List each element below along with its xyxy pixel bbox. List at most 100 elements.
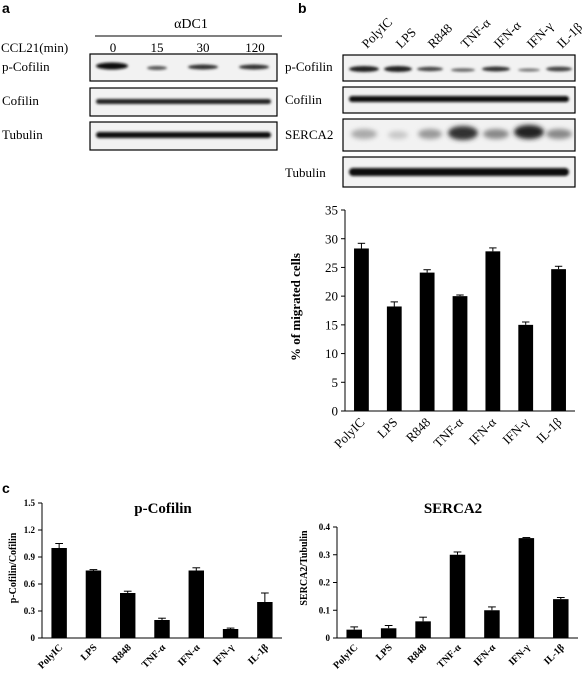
bar [415, 621, 431, 638]
bar [386, 306, 402, 411]
panel-b-blot-serca2 [342, 118, 576, 152]
x-tick-label: IL-1β [542, 642, 567, 667]
panel-b-row-label-p-cofilin: p-Cofilin [285, 59, 333, 74]
x-tick-label: IFN-γ [499, 414, 532, 447]
x-tick-label: PolyIC [331, 642, 360, 671]
y-tick-label: 0.2 [319, 578, 331, 588]
bar [551, 269, 566, 411]
panel-a-group-label: αDC1 [174, 17, 208, 32]
chart-c2: 0 0.1 0.2 0.3 0.4 PolyIC LPS R848 TNF-α IFN-α IFN-… [319, 522, 578, 671]
y-tick-label: 0.3 [319, 550, 331, 560]
x-tick-label: R848 [406, 642, 430, 666]
x-tick-label: IFN-α [466, 414, 499, 447]
x-tick-label: IFN-γ [507, 642, 533, 668]
panel-b-condition-label: PolyIC [359, 14, 396, 51]
panel-a-row-label-p-cofilin: p-Cofilin [2, 59, 50, 74]
x-tick-label: R848 [403, 415, 434, 446]
chart-c1: 0 0.3 0.6 0.9 1.2 1.5 PolyIC LPS R848 TNF-α IFN-α I… [24, 498, 282, 671]
bar [257, 602, 273, 638]
bar [518, 538, 535, 638]
panel-a-blot-p-cofilin [89, 53, 278, 82]
y-tick-label: 15 [325, 317, 338, 332]
chart-c2-y-label: SERCA2/Tubulin [299, 530, 310, 606]
panel-b-row-label-tubulin: Tubulin [285, 165, 326, 180]
x-tick-label: PolyIC [36, 642, 65, 671]
y-tick-label: 35 [325, 203, 338, 218]
y-tick-label: 0 [332, 404, 339, 419]
bar [154, 620, 170, 638]
bar [85, 570, 102, 638]
panel-b-label: b [298, 0, 307, 16]
panel-b-condition-label: IFN-α [491, 18, 524, 51]
bar [485, 251, 501, 411]
bar [380, 628, 397, 638]
panel-a-blot-cofilin [89, 87, 278, 117]
y-tick-label: 1.2 [24, 525, 36, 535]
x-tick-label: IL-1β [533, 414, 565, 446]
panel-b-row-label-serca2: SERCA2 [285, 127, 333, 142]
bar [354, 248, 369, 411]
panel-a-time-120: 120 [245, 40, 265, 55]
bar [452, 296, 468, 411]
bar [51, 548, 67, 638]
panel-b-condition-label: R848 [425, 21, 456, 52]
x-tick-label: IFN-γ [211, 642, 237, 668]
bar [518, 324, 534, 411]
y-tick-label: 0.4 [319, 522, 331, 532]
y-tick-label: 10 [325, 346, 338, 361]
panel-b-condition-label: LPS [393, 25, 419, 51]
panel-a-row-label-cofilin: Cofilin [2, 93, 39, 108]
panel-b-condition-label: IL-1β [554, 19, 584, 51]
y-tick-label: 0 [31, 633, 36, 643]
panel-a-time-15: 15 [151, 40, 164, 55]
bar [188, 570, 204, 638]
x-tick-label: TNF-α [140, 642, 169, 671]
x-tick-label: LPS [374, 415, 400, 441]
bar [449, 554, 466, 638]
x-tick-label: IL-1β [246, 642, 271, 667]
x-tick-label: PolyIC [331, 415, 368, 452]
y-tick-label: 1.5 [24, 498, 36, 508]
panel-a-label: a [2, 0, 10, 16]
y-tick-label: 0.3 [24, 606, 36, 616]
bar [553, 599, 569, 638]
bar [222, 629, 239, 638]
panel-b-blot-p-cofilin [342, 54, 576, 82]
x-tick-label: LPS [374, 642, 395, 663]
y-tick-label: 0 [326, 633, 331, 643]
bar [120, 593, 136, 638]
bar [419, 272, 435, 411]
panel-b-blot-tubulin [342, 156, 576, 188]
y-tick-label: 0.9 [24, 552, 36, 562]
chart-c1-y-label: p-Cofilin/Cofilin [8, 532, 19, 603]
y-tick-label: 0.1 [319, 605, 331, 615]
y-tick-label: 25 [325, 260, 338, 275]
x-tick-label: IFN-α [176, 642, 203, 669]
x-tick-label: R848 [110, 642, 134, 666]
panel-a-time-0: 0 [110, 40, 117, 55]
panel-b-condition-label: TNF-α [458, 15, 494, 51]
x-tick-label: IFN-α [472, 642, 499, 669]
panel-a-time-label: CCL21(min) [1, 40, 68, 55]
chart-c2-title: SERCA2 [424, 501, 482, 517]
y-tick-label: 5 [332, 375, 339, 390]
panel-a-row-label-tubulin: Tubulin [2, 127, 43, 142]
x-tick-label: TNF-α [435, 642, 464, 671]
y-tick-label: 30 [325, 231, 338, 246]
y-tick-label: 0.6 [24, 579, 36, 589]
panel-a-time-30: 30 [197, 40, 210, 55]
x-tick-label: TNF-α [430, 414, 466, 450]
chart-c1-title: p-Cofilin [134, 501, 192, 517]
bar [484, 610, 500, 638]
panel-a-blot-tubulin [89, 121, 278, 151]
y-tick-label: 20 [325, 289, 338, 304]
panel-b-blot-cofilin [342, 86, 576, 114]
chart-b-y-label: % of migrated cells [288, 253, 303, 361]
panel-b-row-label-cofilin: Cofilin [285, 92, 322, 107]
panel-c-label: c [2, 480, 10, 496]
bar [346, 629, 362, 638]
x-tick-label: LPS [79, 642, 100, 663]
